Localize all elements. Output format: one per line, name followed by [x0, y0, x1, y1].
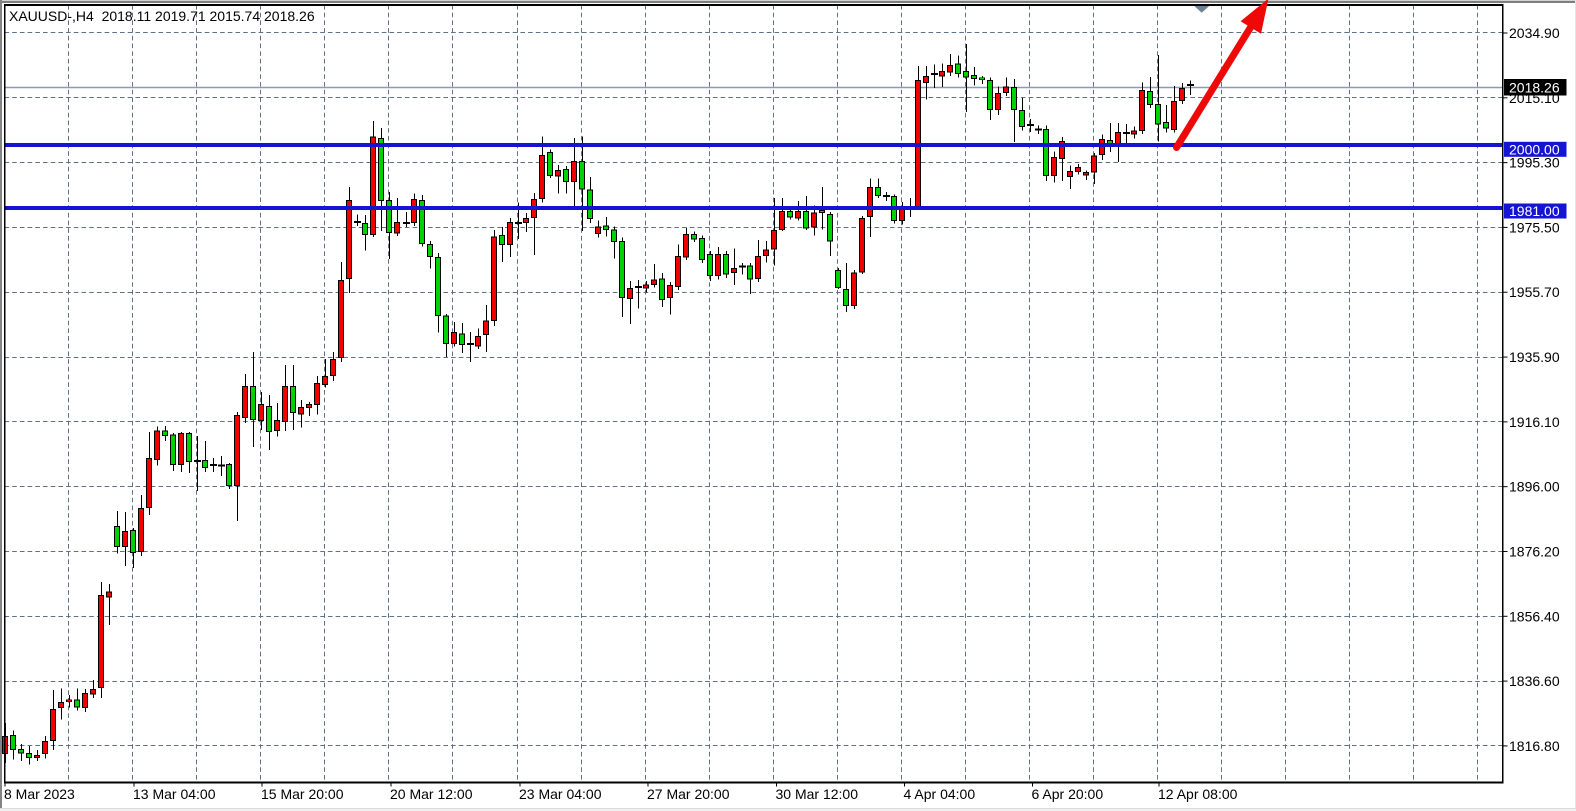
- svg-text:1816.80: 1816.80: [1509, 738, 1560, 754]
- svg-text:12 Apr 08:00: 12 Apr 08:00: [1158, 786, 1238, 802]
- svg-text:1975.50: 1975.50: [1509, 219, 1560, 235]
- svg-text:1995.30: 1995.30: [1509, 155, 1560, 171]
- svg-text:6 Apr 20:00: 6 Apr 20:00: [1032, 786, 1104, 802]
- svg-text:30 Mar 12:00: 30 Mar 12:00: [776, 786, 859, 802]
- svg-text:1856.40: 1856.40: [1509, 608, 1560, 624]
- svg-text:1836.60: 1836.60: [1509, 673, 1560, 689]
- svg-text:1981.00: 1981.00: [1509, 203, 1560, 219]
- svg-text:2018.26: 2018.26: [1509, 80, 1560, 96]
- svg-text:XAUUSD-,H4 2018.11 2019.71 20: XAUUSD-,H4 2018.11 2019.71 2015.74 2018.…: [9, 8, 315, 24]
- svg-text:8 Mar 2023: 8 Mar 2023: [4, 786, 75, 802]
- svg-text:27 Mar 20:00: 27 Mar 20:00: [647, 786, 730, 802]
- svg-text:13 Mar 04:00: 13 Mar 04:00: [133, 786, 216, 802]
- svg-text:1876.20: 1876.20: [1509, 543, 1560, 559]
- svg-text:4 Apr 04:00: 4 Apr 04:00: [904, 786, 976, 802]
- svg-text:15 Mar 20:00: 15 Mar 20:00: [261, 786, 344, 802]
- svg-text:2000.00: 2000.00: [1509, 141, 1560, 157]
- svg-text:20 Mar 12:00: 20 Mar 12:00: [390, 786, 473, 802]
- svg-text:1896.00: 1896.00: [1509, 479, 1560, 495]
- svg-text:2034.90: 2034.90: [1509, 25, 1560, 41]
- svg-text:23 Mar 04:00: 23 Mar 04:00: [519, 786, 602, 802]
- svg-text:1935.90: 1935.90: [1509, 349, 1560, 365]
- svg-text:1955.70: 1955.70: [1509, 284, 1560, 300]
- svg-text:1916.10: 1916.10: [1509, 414, 1560, 430]
